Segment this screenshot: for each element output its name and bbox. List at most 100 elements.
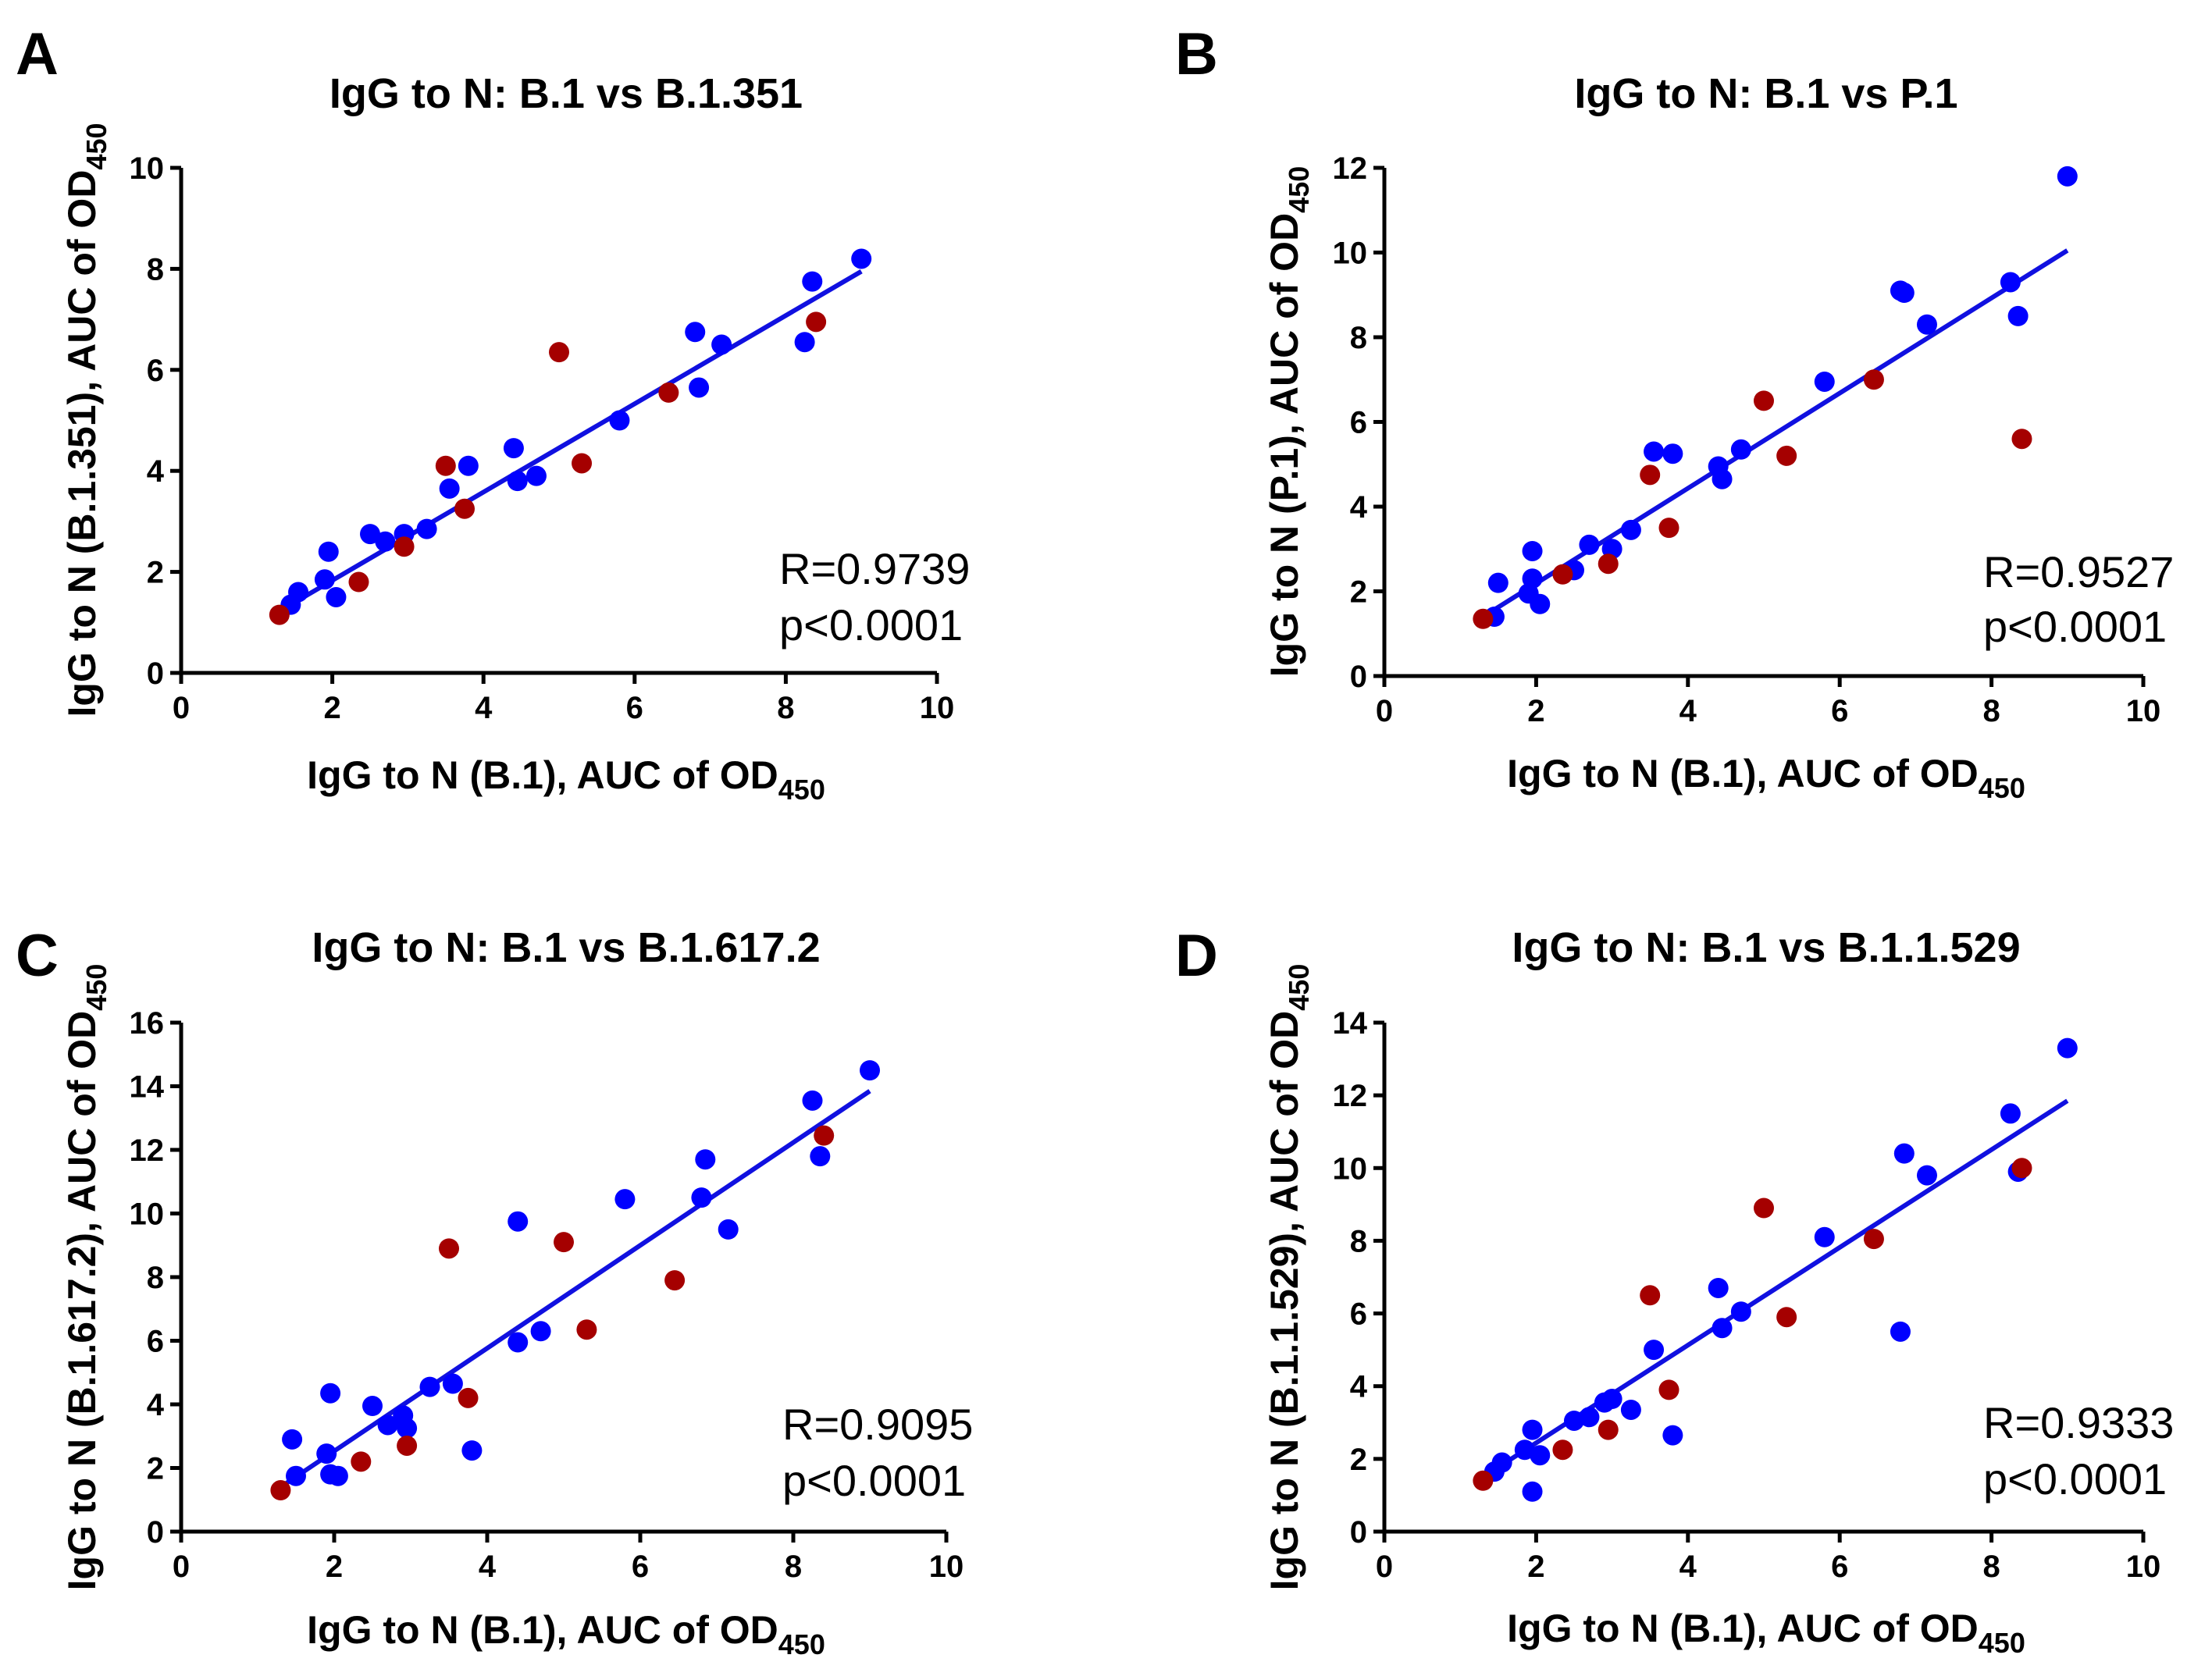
x-tick-label: 2 bbox=[323, 691, 340, 725]
data-point-blue bbox=[1814, 371, 1835, 392]
x-tick-label: 10 bbox=[920, 691, 955, 725]
panel-c: C IgG to N: B.1 vs B.1.617.2 0 2 4 6 8 10 0 2 4 6… bbox=[16, 923, 973, 1660]
correlation-r: R=0.9095 bbox=[782, 1400, 973, 1449]
panel-letter: D bbox=[1175, 923, 1218, 989]
data-point-red bbox=[1863, 1229, 1884, 1250]
data-point-red bbox=[554, 1232, 574, 1253]
x-axis-label-subscript: 450 bbox=[778, 774, 825, 806]
panel-d: D IgG to N: B.1 vs B.1.1.529 0 2 4 6 8 10 0 2 4 6… bbox=[1175, 923, 2174, 1659]
data-point-blue bbox=[1890, 1321, 1911, 1342]
y-tick-label: 6 bbox=[1350, 406, 1367, 440]
x-axis-label-subscript: 450 bbox=[778, 1628, 825, 1660]
y-tick-label: 8 bbox=[1350, 1224, 1367, 1258]
data-point-blue bbox=[314, 569, 335, 590]
data-point-blue bbox=[458, 455, 479, 476]
chart-title: IgG to N: B.1 vs B.1.1.529 bbox=[1512, 924, 2020, 971]
y-axis-label: IgG to N (B.1.617.2), AUC of OD450 bbox=[60, 964, 112, 1591]
x-tick-label: 2 bbox=[1527, 1550, 1544, 1584]
y-axis-label: IgG to N (B.1.1.529), AUC of OD450 bbox=[1263, 964, 1315, 1591]
data-point-red bbox=[1598, 1419, 1619, 1440]
data-point-blue bbox=[1814, 1226, 1835, 1247]
y-axis-label-subscript: 450 bbox=[1283, 964, 1315, 1011]
data-point-red bbox=[806, 311, 827, 333]
x-tick-label: 2 bbox=[1527, 694, 1544, 728]
chart-title: IgG to N: B.1 vs B.1.617.2 bbox=[312, 924, 820, 971]
data-point-blue bbox=[419, 1376, 440, 1397]
data-point-blue bbox=[442, 1373, 463, 1394]
data-point-blue bbox=[377, 1415, 398, 1436]
data-point-red bbox=[454, 498, 475, 519]
x-tick-label: 8 bbox=[1982, 694, 2000, 728]
y-axis-label-main: IgG to N (B.1.351), AUC of OD bbox=[60, 170, 104, 717]
data-point-red bbox=[2011, 1158, 2032, 1179]
data-point-blue bbox=[318, 541, 339, 562]
data-point-blue bbox=[397, 1418, 418, 1439]
data-point-blue bbox=[282, 1429, 303, 1450]
data-point-blue bbox=[1712, 1318, 1733, 1339]
x-axis-label-main: IgG to N (B.1), AUC of OD bbox=[1507, 752, 1979, 795]
data-point-red bbox=[814, 1125, 835, 1146]
y-tick-label: 10 bbox=[1333, 1151, 1368, 1186]
correlation-r: R=0.9333 bbox=[1983, 1398, 2174, 1447]
y-tick-label: 10 bbox=[130, 1197, 165, 1232]
data-point-red bbox=[1473, 1470, 1494, 1491]
y-tick-label: 6 bbox=[1350, 1297, 1367, 1332]
data-point-red bbox=[1552, 1439, 1573, 1461]
y-axis-label-subscript: 450 bbox=[1283, 166, 1315, 213]
data-point-red bbox=[549, 342, 569, 363]
x-axis-label: IgG to N (B.1), AUC of OD450 bbox=[307, 753, 825, 806]
data-point-blue bbox=[2057, 165, 2078, 187]
x-tick-label: 6 bbox=[1831, 1550, 1848, 1584]
data-point-blue bbox=[1522, 568, 1543, 589]
data-point-red bbox=[576, 1319, 597, 1340]
data-point-blue bbox=[1579, 534, 1600, 555]
data-point-red bbox=[351, 1451, 372, 1472]
data-point-blue bbox=[2000, 272, 2021, 293]
x-tick-label: 6 bbox=[626, 691, 643, 725]
panel-letter: C bbox=[16, 923, 59, 989]
data-point-blue bbox=[1620, 1399, 1641, 1420]
correlation-r: R=0.9739 bbox=[779, 544, 970, 593]
data-point-blue bbox=[362, 1396, 383, 1417]
y-tick-label: 6 bbox=[147, 1325, 164, 1359]
y-axis-label-subscript: 450 bbox=[80, 964, 112, 1011]
data-point-red bbox=[1473, 608, 1494, 629]
y-axis-label-main: IgG to N (P.1), AUC of OD bbox=[1263, 213, 1306, 677]
y-tick-label: 0 bbox=[1350, 660, 1367, 694]
y-tick-label: 12 bbox=[1333, 1079, 1368, 1113]
x-axis-label-main: IgG to N (B.1), AUC of OD bbox=[1507, 1607, 1979, 1650]
y-tick-label: 0 bbox=[1350, 1515, 1367, 1550]
x-tick-label: 0 bbox=[173, 691, 190, 725]
y-tick-label: 12 bbox=[1333, 151, 1368, 186]
panel-letter: B bbox=[1175, 21, 1218, 87]
y-axis-label-main: IgG to N (B.1.1.529), AUC of OD bbox=[1263, 1011, 1306, 1591]
data-point-blue bbox=[860, 1060, 880, 1081]
data-point-blue bbox=[1730, 1301, 1751, 1322]
data-point-red bbox=[394, 536, 415, 557]
data-point-red bbox=[1640, 1285, 1661, 1306]
data-point-blue bbox=[288, 582, 309, 603]
data-point-blue bbox=[316, 1443, 337, 1464]
p-value: p<0.0001 bbox=[1983, 1454, 2167, 1504]
panel-letter: A bbox=[16, 21, 59, 87]
data-point-blue bbox=[320, 1383, 341, 1404]
data-point-blue bbox=[1522, 540, 1543, 561]
data-point-red bbox=[1598, 553, 1619, 575]
data-point-blue bbox=[1579, 1407, 1600, 1428]
data-point-blue bbox=[503, 438, 524, 459]
x-axis-label: IgG to N (B.1), AUC of OD450 bbox=[1507, 752, 2025, 804]
y-tick-label: 2 bbox=[147, 1452, 164, 1486]
correlation-r: R=0.9527 bbox=[1983, 547, 2174, 596]
y-tick-label: 12 bbox=[130, 1133, 165, 1168]
x-tick-label: 10 bbox=[2126, 694, 2161, 728]
x-tick-label: 0 bbox=[1376, 694, 1393, 728]
data-point-blue bbox=[1620, 519, 1641, 540]
data-point-red bbox=[1640, 464, 1661, 486]
x-tick-label: 4 bbox=[1679, 1550, 1697, 1584]
data-point-blue bbox=[507, 471, 528, 492]
data-point-red bbox=[658, 382, 679, 403]
data-point-blue bbox=[802, 271, 823, 292]
y-axis-label-subscript: 450 bbox=[80, 123, 112, 169]
data-point-blue bbox=[802, 1090, 823, 1111]
data-point-blue bbox=[2007, 305, 2029, 326]
